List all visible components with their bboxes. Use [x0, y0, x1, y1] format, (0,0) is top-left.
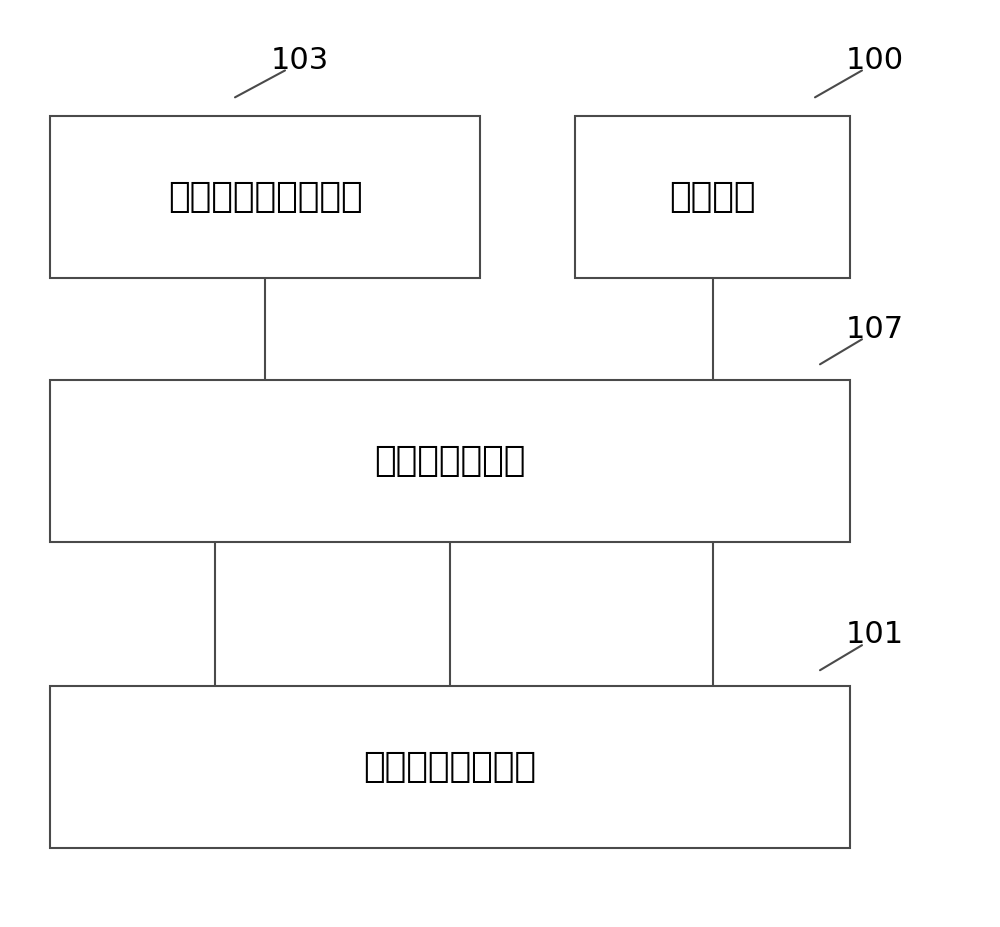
- Text: 至少一个存储节点: 至少一个存储节点: [364, 750, 536, 784]
- Text: 103: 103: [271, 45, 329, 75]
- Text: 管理节点: 管理节点: [669, 180, 756, 214]
- Bar: [50, 380, 850, 542]
- Bar: [50, 116, 480, 278]
- Text: 101: 101: [846, 620, 904, 650]
- Text: 至少一个代理服务器: 至少一个代理服务器: [168, 180, 362, 214]
- Text: 至少一个交换机: 至少一个交换机: [374, 444, 526, 478]
- Bar: [50, 686, 850, 848]
- Text: 100: 100: [846, 45, 904, 75]
- Text: 107: 107: [846, 314, 904, 344]
- Bar: [575, 116, 850, 278]
